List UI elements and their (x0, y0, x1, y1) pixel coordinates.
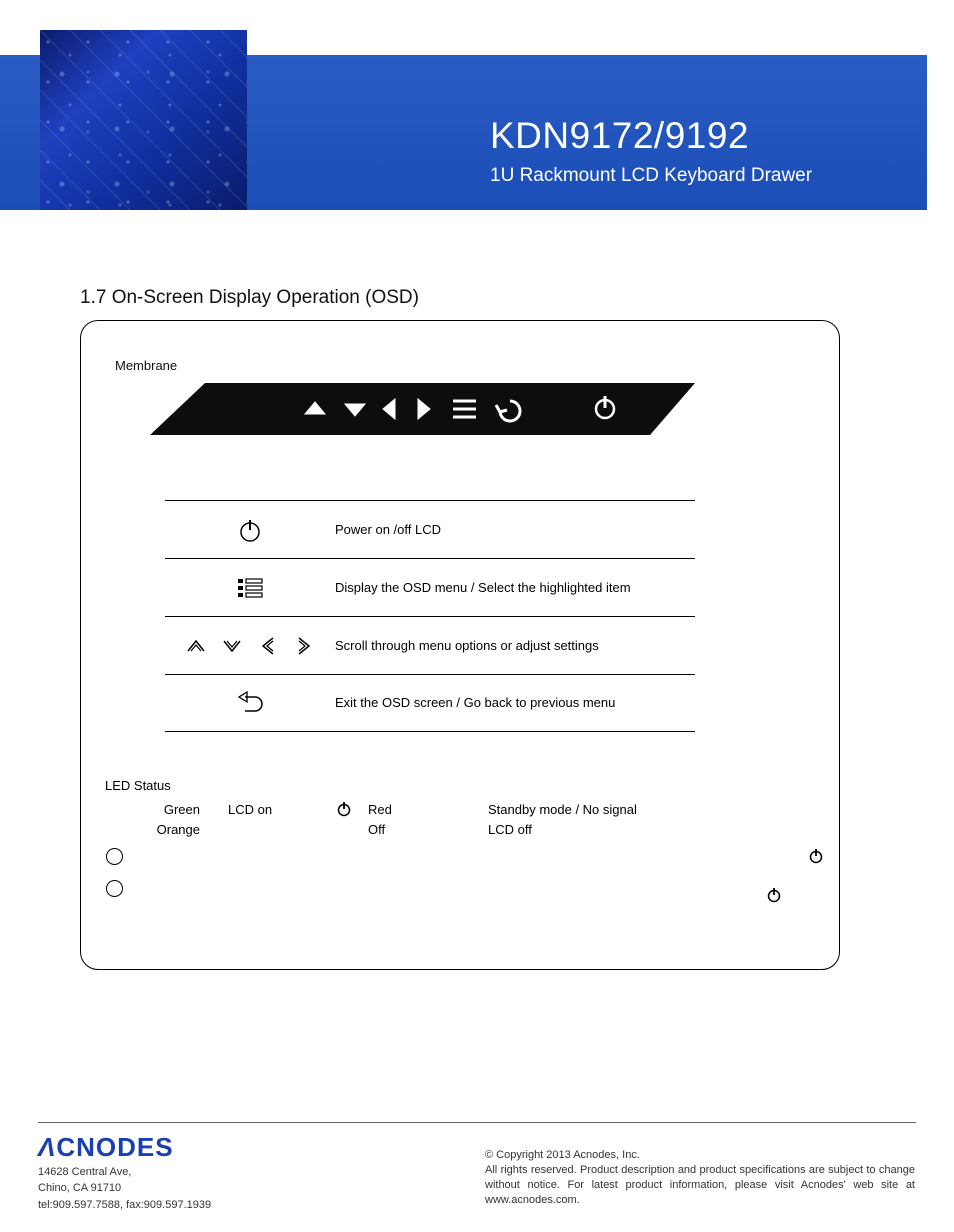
table-row: Scroll through menu options or adjust se… (165, 616, 695, 674)
table-row: Exit the OSD screen / Go back to previou… (165, 674, 695, 732)
legal-text: All rights reserved. Product description… (485, 1163, 915, 1208)
led-value: Standby mode / No signal (488, 802, 637, 817)
led-circle-icon (106, 848, 123, 865)
led-label: Green (105, 802, 200, 817)
row-text: Display the OSD menu / Select the highli… (335, 579, 695, 597)
company-logo: ΛCNODES (38, 1132, 211, 1163)
footer-logo-block: ΛCNODES 14628 Central Ave, Chino, CA 917… (38, 1132, 211, 1212)
osd-membrane-bar (150, 380, 705, 438)
section-title: 1.7 On-Screen Display Operation (OSD) (80, 287, 419, 309)
power-icon (766, 887, 782, 903)
table-row: Power on /off LCD (165, 500, 695, 558)
power-icon (808, 848, 824, 864)
osd-bar-label: Membrane (115, 358, 177, 373)
address-line: tel:909.597.7588, fax:909.597.1939 (38, 1198, 211, 1212)
row-text: Scroll through menu options or adjust se… (335, 637, 695, 655)
chev-down-icon (221, 635, 243, 657)
led-value: LCD on (228, 802, 328, 817)
led-value: LCD off (488, 822, 532, 837)
chev-right-icon (293, 635, 315, 657)
page-subtitle: 1U Rackmount LCD Keyboard Drawer (490, 165, 812, 187)
power-icon (336, 801, 352, 817)
led-row: Orange Off LCD off (105, 822, 765, 837)
icon-description-table: Power on /off LCD Display the OSD menu /… (165, 500, 695, 732)
address-line: 14628 Central Ave, (38, 1165, 211, 1179)
led-circle-icon (106, 880, 123, 897)
chev-left-icon (257, 635, 279, 657)
copyright-block: © Copyright 2013 Acnodes, Inc. All right… (485, 1148, 915, 1207)
led-label: Red (368, 802, 488, 817)
menu-list-icon (236, 576, 264, 600)
power-icon (236, 516, 264, 544)
row-text: Power on /off LCD (335, 521, 695, 539)
led-indicators (106, 848, 123, 897)
row-text: Exit the OSD screen / Go back to previou… (335, 694, 695, 712)
led-row: Green LCD on Red Standby mode / No signa… (105, 801, 765, 817)
page-title: KDN9172/9192 (490, 115, 749, 157)
footer-divider (38, 1122, 916, 1123)
led-status-block: LED Status Green LCD on Red Standby mode… (105, 778, 765, 842)
led-label: Off (368, 822, 488, 837)
led-label: Orange (105, 822, 200, 837)
table-row: Display the OSD menu / Select the highli… (165, 558, 695, 616)
led-title: LED Status (105, 778, 765, 793)
return-icon (235, 690, 265, 716)
chev-up-icon (185, 635, 207, 657)
copyright-line: © Copyright 2013 Acnodes, Inc. (485, 1148, 915, 1163)
power-icons-group (766, 848, 824, 908)
address-line: Chino, CA 91710 (38, 1181, 211, 1195)
header-image (40, 30, 247, 210)
